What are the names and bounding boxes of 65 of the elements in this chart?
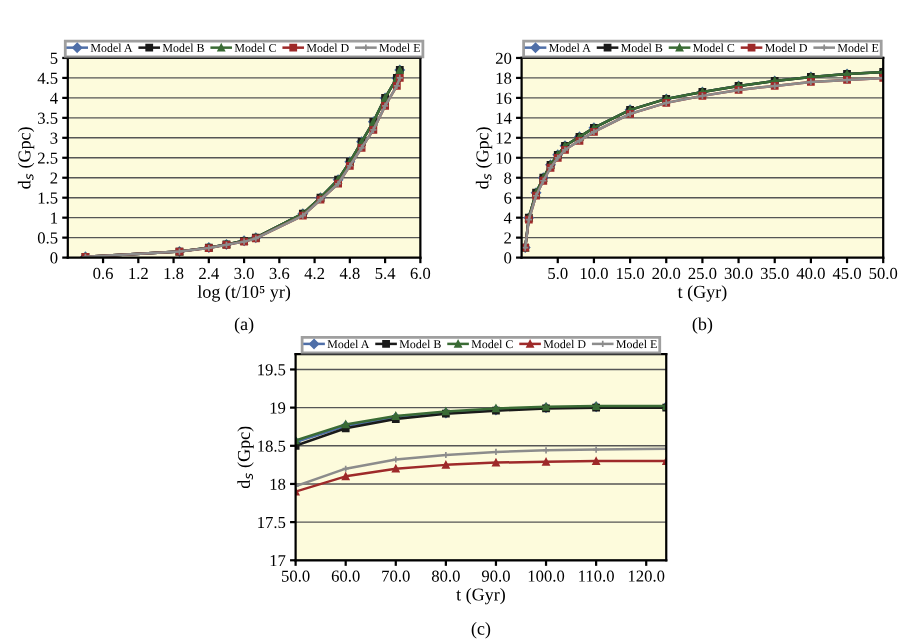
x-tick-label: 80.0 (431, 570, 460, 582)
x-tick-label: 35.0 (760, 267, 789, 280)
y-tick-label: 20 (495, 52, 512, 64)
y-axis-title: d$_{s}$ (Gpc) (475, 127, 493, 189)
x-tick-label: 2.4 (199, 267, 219, 280)
x-axis-title: log (t/10⁵ yr) (197, 285, 291, 302)
x-tick-label: 10.0 (580, 267, 608, 280)
y-tick-label: 4 (50, 92, 58, 104)
x-axis-title: t (Gyr) (677, 285, 727, 302)
x-tick-label: 110.0 (579, 570, 614, 582)
x-tick-label: 0.6 (93, 267, 113, 280)
x-tick-label: 60.0 (331, 570, 360, 582)
y-tick-label: 4.5 (37, 72, 58, 84)
y-tick-label: 1.5 (38, 192, 58, 204)
x-tick-label: 50.0 (869, 267, 898, 280)
x-tick-label: 25.0 (688, 267, 717, 280)
x-tick-label: 90.0 (481, 570, 510, 582)
x-tick-label: 120.0 (628, 570, 665, 582)
x-tick-label: 15.0 (616, 267, 645, 280)
y-tick-label: 18 (496, 72, 512, 84)
y-tick-label: 12 (496, 132, 511, 144)
y-tick-label: 10 (496, 152, 512, 164)
y-tick-label: 0 (504, 252, 512, 264)
y-axis-title: d$_{s}$ (Gpc) (17, 127, 35, 189)
x-tick-label: 6.0 (410, 267, 431, 280)
x-axis-title: t (Gyr) (456, 587, 505, 605)
x-tick-label: 3.6 (269, 267, 290, 280)
x-tick-label: 45.0 (832, 267, 861, 280)
x-tick-label: 30.0 (724, 267, 753, 280)
y-tick-label: 0 (50, 252, 58, 264)
y-tick-label: 8 (504, 172, 512, 184)
y-tick-label: 16 (496, 92, 512, 104)
text: (c) (471, 622, 491, 639)
y-tick-label: 18 (270, 478, 286, 490)
y-tick-label: 17.5 (258, 516, 286, 529)
y-tick-label: 3.5 (38, 112, 58, 124)
x-tick-label: 50.0 (281, 570, 310, 582)
text: (a) (234, 317, 254, 334)
x-tick-label: 1.8 (164, 267, 184, 280)
x-tick-label: 4.2 (304, 267, 325, 280)
y-axis-title: d$_{s}$ (Gpc) (237, 426, 254, 489)
y-tick-label: 19.5 (258, 364, 286, 376)
y-tick-label: 2 (50, 172, 58, 184)
x-tick-label: 3.0 (234, 267, 254, 280)
y-tick-label: 2.5 (37, 152, 58, 164)
y-tick-label: 2 (504, 232, 511, 244)
x-tick-label: 1.2 (129, 267, 148, 280)
x-tick-label: 5.0 (548, 267, 568, 280)
y-tick-label: 19 (270, 402, 286, 414)
y-tick-label: 3 (50, 132, 58, 144)
x-tick-label: 40.0 (796, 267, 825, 280)
y-tick-label: 18.5 (258, 440, 286, 452)
y-tick-label: 6 (504, 192, 512, 204)
y-tick-label: 1 (51, 212, 58, 224)
x-tick-label: 4.8 (339, 267, 360, 280)
y-tick-label: 5 (50, 52, 58, 64)
x-tick-label: 5.4 (375, 267, 396, 280)
x-tick-label: 100.0 (528, 570, 565, 582)
text: (b) (692, 317, 713, 334)
y-tick-label: 14 (496, 112, 512, 124)
x-tick-label: 70.0 (382, 570, 410, 582)
y-tick-label: 4 (503, 212, 512, 224)
y-tick-label: 17 (270, 555, 286, 567)
y-tick-label: 0.5 (37, 232, 58, 244)
x-tick-label: 20.0 (652, 267, 681, 280)
